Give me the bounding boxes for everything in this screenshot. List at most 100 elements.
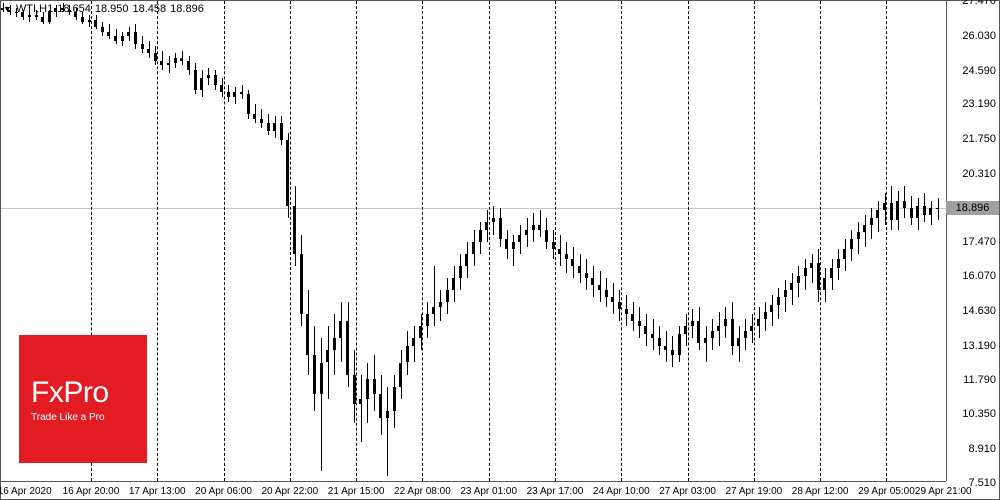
vertical-gridline: [489, 1, 490, 481]
candle-wick: [513, 235, 514, 266]
candle-body: [68, 10, 71, 12]
candle-body: [28, 15, 31, 17]
y-tick-label: 7.510: [968, 477, 996, 489]
candle-body: [200, 78, 203, 90]
candle-body: [313, 355, 316, 394]
vertical-gridline: [356, 1, 357, 481]
candle-body: [731, 319, 734, 346]
candle-body: [750, 326, 753, 331]
candle-body: [81, 17, 84, 22]
candle-wick: [812, 254, 813, 283]
candle-body: [154, 53, 157, 60]
y-tick-label: 17.470: [962, 236, 996, 248]
candle-body: [114, 36, 117, 41]
candle-body: [910, 208, 913, 218]
candle-body: [386, 411, 389, 418]
fxpro-logo: FxPro Trade Like a Pro: [19, 335, 147, 463]
candle-body: [929, 208, 932, 215]
candle-wick: [938, 198, 939, 220]
candle-body: [247, 94, 250, 113]
candle-body: [134, 32, 137, 44]
candle-body: [883, 203, 886, 210]
candle-wick: [706, 326, 707, 362]
candle-body: [704, 338, 707, 343]
candle-body: [625, 309, 628, 314]
candle-body: [896, 201, 899, 220]
candle-body: [366, 379, 369, 398]
candle-body: [41, 17, 44, 22]
vertical-gridline: [157, 1, 158, 481]
candle-wick: [387, 387, 388, 476]
price-tag: 18.896: [946, 201, 999, 215]
candle-body: [857, 232, 860, 239]
candle-body: [121, 36, 124, 41]
vertical-gridline: [621, 1, 622, 481]
candle-body: [353, 375, 356, 404]
candle-body: [346, 321, 349, 374]
candle-body: [830, 268, 833, 278]
vertical-gridline: [688, 1, 689, 481]
candle-body: [678, 334, 681, 356]
candle-body: [393, 387, 396, 411]
candle-body: [817, 263, 820, 290]
price-line: [1, 208, 946, 209]
candle-body: [591, 278, 594, 285]
candle-body: [638, 321, 641, 326]
logo-title: FxPro: [31, 376, 147, 410]
x-tick-label: 28 Apr 12:00: [792, 486, 849, 497]
candle-body: [253, 114, 256, 119]
candle-body: [174, 58, 177, 63]
candle-body: [876, 210, 879, 217]
candle-body: [664, 346, 667, 351]
x-tick-label: 16 Apr 20:00: [63, 486, 120, 497]
candle-body: [412, 338, 415, 345]
candle-body: [74, 12, 77, 17]
candle-body: [147, 49, 150, 54]
candle-body: [286, 140, 289, 205]
candle-body: [61, 8, 64, 10]
candle-body: [492, 218, 495, 223]
candle-body: [127, 32, 130, 37]
candle-body: [518, 235, 521, 242]
x-tick-label: 29 Apr 05:00: [858, 486, 915, 497]
candle-body: [916, 206, 919, 218]
candle-body: [631, 314, 634, 321]
candle-body: [863, 225, 866, 232]
candle-body: [810, 263, 813, 268]
candle-body: [870, 218, 873, 225]
y-tick-label: 10.350: [962, 408, 996, 420]
candle-body: [107, 32, 110, 37]
candle-body: [823, 278, 826, 290]
candle-body: [578, 266, 581, 273]
candle-body: [101, 27, 104, 32]
vertical-gridline: [555, 1, 556, 481]
candle-body: [936, 208, 939, 209]
candle-body: [671, 350, 674, 355]
chart-window: ▼ WTI,H1 18.654 18.950 18.458 18.896 27.…: [0, 0, 1000, 500]
y-tick-label: 16.070: [962, 270, 996, 282]
candle-body: [167, 63, 170, 65]
candle-body: [267, 123, 270, 130]
candle-body: [280, 123, 283, 140]
candle-body: [611, 297, 614, 302]
x-tick-label: 24 Apr 10:00: [593, 486, 650, 497]
candle-body: [717, 326, 720, 331]
candle-body: [565, 254, 568, 259]
candle-body: [141, 44, 144, 49]
candle-body: [88, 20, 91, 22]
candle-body: [784, 290, 787, 297]
candle-body: [837, 259, 840, 269]
candle-body: [485, 222, 488, 229]
candle-body: [512, 242, 515, 249]
candle-wick: [321, 338, 322, 471]
x-tick-label: 22 Apr 08:00: [394, 486, 451, 497]
candle-body: [260, 119, 263, 124]
candle-body: [339, 321, 342, 338]
candle-body: [180, 58, 183, 60]
candle-body: [790, 283, 793, 290]
candle-body: [744, 331, 747, 338]
x-axis: 16 Apr 202016 Apr 20:0017 Apr 13:0020 Ap…: [1, 481, 946, 499]
candle-body: [843, 249, 846, 259]
candle-body: [538, 225, 541, 230]
candle-body: [757, 319, 760, 326]
